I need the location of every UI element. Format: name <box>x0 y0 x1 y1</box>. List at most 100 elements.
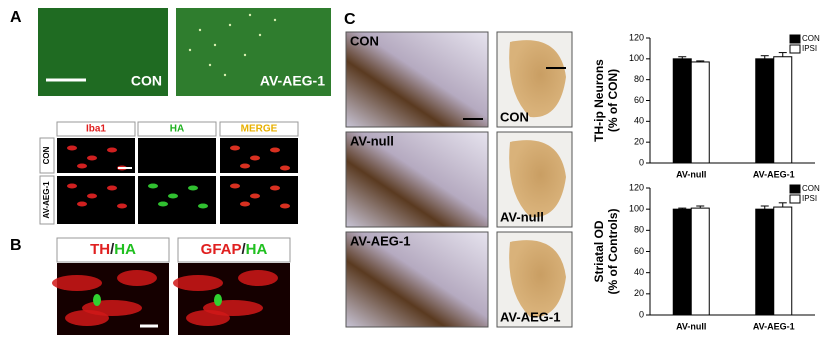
cell <box>186 310 230 326</box>
label-part: / <box>110 241 115 258</box>
y-axis-label: Striatal OD <box>592 220 606 282</box>
image-header <box>56 237 170 263</box>
image-label: AV-null <box>500 209 544 224</box>
legend-swatch <box>789 34 801 44</box>
y-tick-label: 100 <box>629 204 644 214</box>
bar <box>755 208 775 316</box>
y-axis-label: (% of CON) <box>606 69 620 132</box>
micrograph <box>176 8 331 96</box>
cell <box>65 310 109 326</box>
bar <box>773 56 793 164</box>
image-label: GFAP/HA <box>201 241 268 258</box>
cell <box>67 183 77 189</box>
cell <box>52 275 102 291</box>
row-label: CON <box>42 146 51 164</box>
striatum <box>509 140 566 218</box>
image-label: CON <box>500 109 529 124</box>
legend-label: CON <box>802 184 820 193</box>
cell <box>148 183 158 189</box>
image-label: CON <box>350 33 379 48</box>
image-label: CON <box>131 73 162 89</box>
image-label: AV-AEG-1 <box>500 309 560 324</box>
image-label: TH/HA <box>90 241 136 258</box>
striatum <box>509 240 566 318</box>
legend-swatch <box>789 44 801 54</box>
cell <box>168 193 178 199</box>
bar <box>690 207 710 316</box>
row-header <box>39 175 55 225</box>
row-header <box>39 137 55 174</box>
bar <box>773 206 793 316</box>
striatum <box>509 40 566 118</box>
cell <box>77 201 87 207</box>
row-label: AV-AEG-1 <box>42 181 51 219</box>
cell <box>117 203 127 209</box>
cell <box>270 185 280 191</box>
y-tick-label: 60 <box>634 246 644 256</box>
y-tick-label: 40 <box>634 116 644 126</box>
cell <box>107 185 117 191</box>
image-header <box>177 237 291 263</box>
channel-label: Iba1 <box>86 124 106 135</box>
cell <box>173 275 223 291</box>
cell <box>250 193 260 199</box>
cells <box>188 13 277 77</box>
cell <box>270 147 280 153</box>
channel-header <box>219 121 299 137</box>
cell <box>67 145 77 151</box>
cell <box>240 201 250 207</box>
image-label: AV-AEG-1 <box>260 73 325 89</box>
cell <box>93 294 101 306</box>
label-part: GFAP <box>201 241 242 258</box>
cell <box>117 270 157 286</box>
micrograph <box>138 138 216 173</box>
x-tick-label: AV-null <box>676 321 706 331</box>
bar <box>755 58 775 164</box>
y-tick-label: 120 <box>629 182 644 192</box>
cell <box>280 165 290 171</box>
channel-header <box>56 121 136 137</box>
cell <box>214 294 222 306</box>
bar <box>690 61 710 164</box>
micrograph <box>345 31 489 128</box>
cell <box>250 155 260 161</box>
cell <box>158 201 168 207</box>
y-tick-label: 20 <box>634 288 644 298</box>
micrograph <box>57 176 135 224</box>
cell <box>77 163 87 169</box>
cell <box>198 203 208 209</box>
cell <box>238 270 278 286</box>
cell <box>230 183 240 189</box>
y-tick-label: 60 <box>634 95 644 105</box>
x-tick-label: AV-AEG-1 <box>753 321 795 331</box>
micrograph <box>345 231 489 328</box>
label-part: TH <box>90 241 110 258</box>
legend-label: IPSI <box>802 194 817 203</box>
x-tick-label: AV-AEG-1 <box>753 169 795 179</box>
legend-label: IPSI <box>802 44 817 53</box>
micrograph <box>220 176 298 224</box>
y-tick-label: 0 <box>639 157 644 167</box>
y-tick-label: 40 <box>634 267 644 277</box>
panel-label: C <box>344 11 356 28</box>
cell <box>280 203 290 209</box>
micrograph <box>345 131 489 228</box>
cell <box>107 147 117 153</box>
y-tick-label: 80 <box>634 225 644 235</box>
label-part: HA <box>114 241 136 258</box>
micrograph <box>138 176 216 224</box>
y-axis-label: (% of Controls) <box>606 209 620 295</box>
legend-swatch <box>789 194 801 204</box>
panel-label: A <box>10 9 22 26</box>
image-label: AV-AEG-1 <box>350 233 410 248</box>
cell <box>240 163 250 169</box>
y-axis-label: TH-ip Neurons <box>592 59 606 142</box>
y-tick-label: 100 <box>629 53 644 63</box>
bar <box>672 58 692 164</box>
cell <box>87 193 97 199</box>
y-tick-label: 0 <box>639 309 644 319</box>
channel-label: HA <box>170 124 184 135</box>
y-tick-label: 120 <box>629 32 644 42</box>
cell <box>230 145 240 151</box>
